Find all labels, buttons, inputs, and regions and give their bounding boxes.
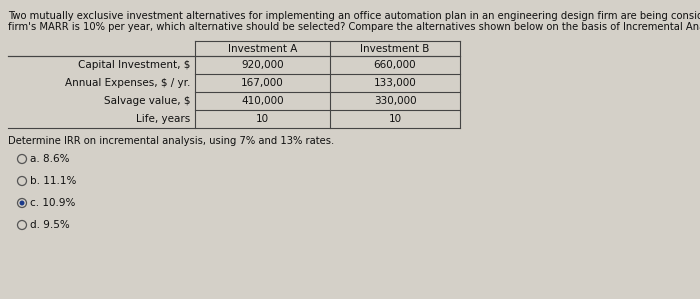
Text: Annual Expenses, $ / yr.: Annual Expenses, $ / yr. [64,78,190,88]
Text: Investment A: Investment A [228,43,298,54]
Text: 167,000: 167,000 [241,78,284,88]
Text: Capital Investment, $: Capital Investment, $ [78,60,190,70]
Text: Salvage value, $: Salvage value, $ [104,96,190,106]
Text: 330,000: 330,000 [374,96,416,106]
Text: Investment B: Investment B [360,43,430,54]
Text: 10: 10 [389,114,402,124]
Text: firm's MARR is 10% per year, which alternative should be selected? Compare the a: firm's MARR is 10% per year, which alter… [8,22,700,32]
Text: 920,000: 920,000 [241,60,284,70]
Text: d. 9.5%: d. 9.5% [30,220,70,230]
Text: 10: 10 [256,114,269,124]
Text: c. 10.9%: c. 10.9% [30,198,76,208]
Text: Life, years: Life, years [136,114,190,124]
Text: Determine IRR on incremental analysis, using 7% and 13% rates.: Determine IRR on incremental analysis, u… [8,136,335,146]
Circle shape [20,201,25,205]
Text: 660,000: 660,000 [374,60,416,70]
Text: 133,000: 133,000 [374,78,416,88]
Text: Two mutually exclusive investment alternatives for implementing an office automa: Two mutually exclusive investment altern… [8,11,700,21]
Text: b. 11.1%: b. 11.1% [30,176,76,186]
Text: a. 8.6%: a. 8.6% [30,154,69,164]
Text: 410,000: 410,000 [241,96,284,106]
